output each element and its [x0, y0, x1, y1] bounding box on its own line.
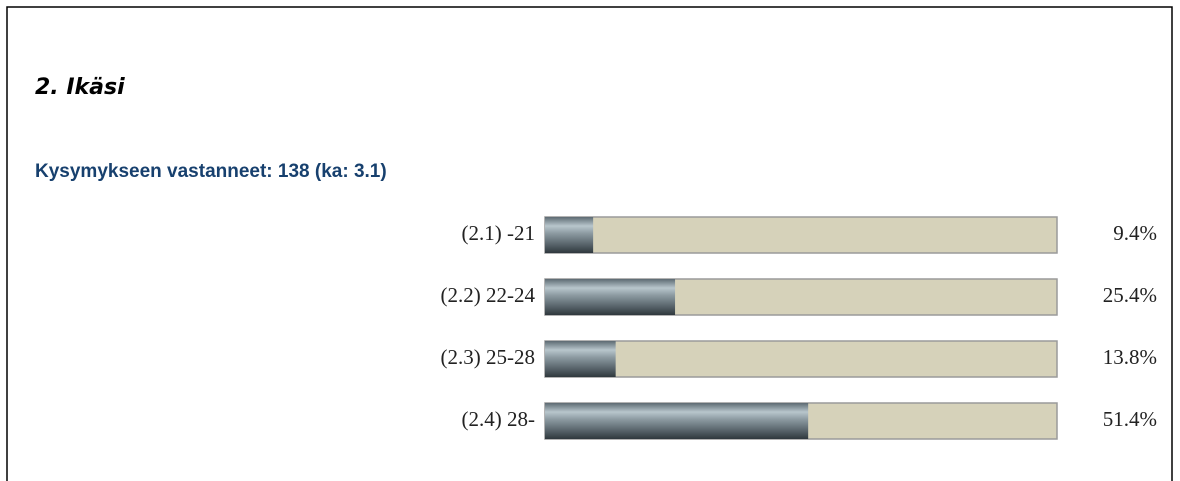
category-label: (2.1) -21 — [462, 221, 535, 245]
value-label: 51.4% — [1103, 407, 1157, 431]
panel-border — [6, 6, 1173, 481]
bar-track — [544, 340, 1058, 378]
value-label: 9.4% — [1113, 221, 1157, 245]
bar — [545, 341, 616, 377]
bar-track — [544, 216, 1058, 254]
value-label: 25.4% — [1103, 283, 1157, 307]
category-label: (2.2) 22-24 — [441, 283, 536, 307]
bar — [545, 279, 676, 315]
value-label: 13.8% — [1103, 345, 1157, 369]
bar — [545, 403, 809, 439]
category-label: (2.4) 28- — [462, 407, 535, 431]
chart-subtitle: Kysymykseen vastanneet: 138 (ka: 3.1) — [35, 161, 387, 182]
category-label: (2.3) 25-28 — [441, 345, 535, 369]
bar — [545, 217, 594, 253]
chart-title: 2. Ikäsi — [35, 75, 125, 100]
